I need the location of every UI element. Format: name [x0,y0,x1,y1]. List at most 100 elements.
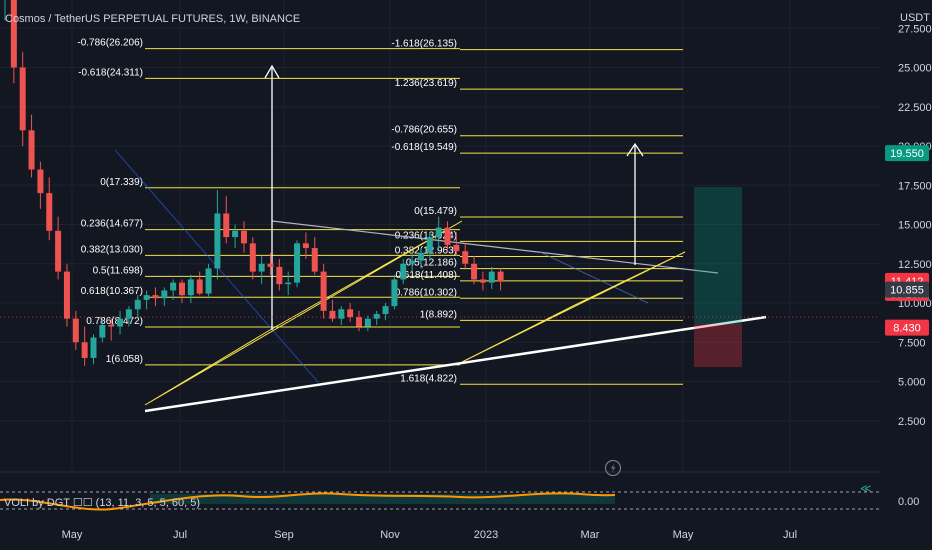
candle[interactable] [329,299,336,322]
candle[interactable] [179,279,185,303]
candle[interactable] [311,237,318,275]
candle[interactable] [152,287,159,307]
candle[interactable] [444,221,451,252]
candle-body [488,271,495,283]
candle[interactable] [108,318,115,341]
candle-body [187,279,194,296]
fib-ext-label: -1.618(26.135) [391,39,457,50]
fib-level-label: 1(6.058) [106,354,143,365]
candle[interactable] [2,0,8,21]
long-position-profit-zone[interactable] [694,187,742,324]
candle[interactable] [258,255,265,285]
candle[interactable] [170,279,177,300]
x-tick-label: Nov [380,529,400,541]
candle[interactable] [453,232,460,256]
candle[interactable] [417,248,424,269]
candle[interactable] [338,306,345,325]
candle[interactable] [391,274,398,310]
candle[interactable] [320,263,327,319]
candle[interactable] [497,268,504,291]
candle[interactable] [55,216,62,280]
x-tick-label: Jul [173,529,187,541]
candle[interactable] [143,290,150,310]
candle[interactable] [99,318,106,343]
oscillator-collapse-icon[interactable]: ≪ [860,482,872,495]
candle[interactable] [426,232,433,260]
candle[interactable] [205,263,212,299]
candle[interactable] [400,259,407,285]
triangle-pattern-left[interactable] [144,220,463,406]
fib-extension-right[interactable]: -1.618(26.135) 1.236(23.619) -0.786(20.655… [391,39,683,385]
candle[interactable] [46,177,53,241]
candle-body [462,251,469,264]
candle[interactable] [249,237,256,280]
candle[interactable] [63,263,70,327]
x-tick-label: Sep [274,529,294,541]
candle[interactable] [479,271,486,291]
candle[interactable] [276,259,283,291]
fib-level-label: 0.236(14.677) [81,219,143,230]
candle-body [205,268,212,294]
candle[interactable] [356,310,362,332]
drawings[interactable] [0,64,880,413]
price-axis[interactable]: USDT 27.50025.00022.50020.00017.50015.00… [880,0,932,550]
candle[interactable] [285,271,292,296]
fib-level-label: -0.618(24.311) [78,67,143,78]
candle[interactable] [364,315,371,332]
candle[interactable] [10,0,17,84]
candle[interactable] [373,310,380,325]
candle[interactable] [187,274,194,303]
fib-retracement-left[interactable]: -0.786(26.206) -0.618(24.311) 0(17.339) 0.2… [77,38,460,366]
candle[interactable] [471,255,478,285]
candle[interactable] [347,303,354,322]
candles[interactable] [2,0,504,366]
candle[interactable] [267,252,274,275]
rising-support-trendline[interactable] [144,315,767,413]
candle-body [90,337,97,358]
candle[interactable] [90,334,97,365]
x-tick-label: Jul [783,529,797,541]
candle[interactable] [435,216,442,249]
candle[interactable] [37,161,44,209]
fib-level-label: 0.5(11.698) [93,265,143,276]
fib-ext-label: 1.236(23.619) [395,78,457,89]
y-tick-label: 10.000 [898,298,932,310]
candle[interactable] [294,240,301,288]
time-axis[interactable]: May Jul Sep Nov 2023 Mar May Jul [62,529,797,541]
price-badge-label: 19.550 [890,148,924,160]
price-badge-label: 10.855 [890,285,924,297]
long-position-loss-zone[interactable] [694,324,742,367]
oscillator-pane[interactable]: VOLI by DGT ☐☐ (13, 11, 3, 5, 5, 60, 5) … [0,471,932,511]
candle[interactable] [232,224,239,249]
candle[interactable] [161,287,168,307]
candle[interactable] [28,114,35,178]
candle-body [28,130,35,170]
candle[interactable] [488,266,495,289]
candle[interactable] [240,221,247,253]
candle-body [400,263,407,280]
candle[interactable] [81,326,88,366]
candle[interactable] [214,189,221,280]
candle[interactable] [134,295,141,319]
candle-body [125,309,132,319]
candle[interactable] [462,243,469,269]
candle[interactable] [117,310,124,335]
fib-level-label: -0.786(26.206) [77,38,143,49]
candle[interactable] [382,303,389,321]
candle[interactable] [223,196,230,244]
candle[interactable] [409,252,416,272]
candle[interactable] [196,271,203,296]
triangle-pattern-right[interactable] [461,251,686,363]
candle-body [347,309,354,318]
descending-resistance-trendline[interactable] [271,220,719,274]
lightning-icon[interactable] [604,459,622,477]
fib-ext-label: -0.786(20.655) [391,125,457,136]
candle[interactable] [125,306,132,327]
fib-ext-label: 0.5(12.186) [406,258,457,269]
candle[interactable] [302,232,309,260]
candle[interactable] [72,310,79,351]
price-badge-label: 8.430 [893,323,921,335]
blue-diagonal-line-2[interactable] [539,251,649,304]
candle[interactable] [19,51,26,146]
